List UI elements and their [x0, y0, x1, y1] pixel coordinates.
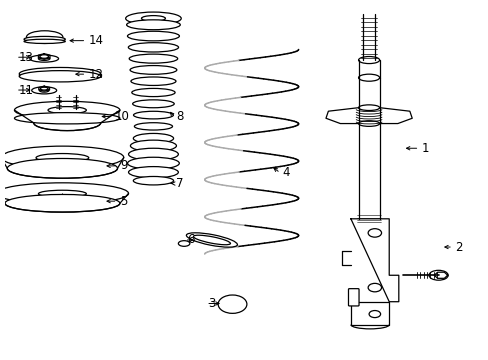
Ellipse shape: [133, 176, 173, 185]
Polygon shape: [350, 302, 388, 325]
Ellipse shape: [134, 123, 172, 130]
Ellipse shape: [127, 157, 179, 169]
Ellipse shape: [15, 101, 120, 119]
Ellipse shape: [127, 31, 179, 41]
Ellipse shape: [132, 89, 175, 96]
Ellipse shape: [367, 229, 381, 237]
Ellipse shape: [141, 15, 165, 21]
Text: 6: 6: [186, 234, 194, 247]
Ellipse shape: [222, 297, 243, 311]
Ellipse shape: [128, 43, 178, 52]
Ellipse shape: [50, 72, 69, 76]
Ellipse shape: [358, 74, 379, 81]
Ellipse shape: [227, 301, 237, 307]
Polygon shape: [379, 108, 411, 123]
Text: 8: 8: [176, 110, 183, 123]
Ellipse shape: [193, 235, 230, 245]
Ellipse shape: [128, 167, 178, 178]
Ellipse shape: [19, 71, 101, 82]
Ellipse shape: [39, 57, 50, 60]
Ellipse shape: [178, 241, 189, 246]
Text: 5: 5: [120, 195, 127, 208]
Ellipse shape: [133, 111, 173, 119]
FancyBboxPatch shape: [348, 289, 358, 306]
Ellipse shape: [41, 87, 48, 90]
Ellipse shape: [39, 190, 86, 197]
Ellipse shape: [24, 36, 65, 42]
Text: 3: 3: [208, 297, 216, 310]
Ellipse shape: [128, 148, 178, 160]
Ellipse shape: [32, 87, 57, 94]
Text: 11: 11: [18, 84, 33, 96]
Ellipse shape: [15, 113, 120, 124]
Ellipse shape: [133, 134, 173, 143]
Ellipse shape: [358, 57, 379, 64]
Polygon shape: [325, 108, 358, 123]
Ellipse shape: [0, 183, 128, 204]
Ellipse shape: [26, 31, 63, 44]
Ellipse shape: [131, 77, 176, 85]
Ellipse shape: [19, 67, 101, 80]
Text: 4: 4: [282, 166, 290, 179]
Text: 1: 1: [421, 142, 428, 155]
Ellipse shape: [48, 107, 86, 114]
Ellipse shape: [358, 121, 379, 126]
Ellipse shape: [428, 270, 447, 280]
Ellipse shape: [40, 55, 48, 58]
Text: 13: 13: [18, 51, 33, 64]
Ellipse shape: [126, 20, 180, 30]
Ellipse shape: [367, 283, 381, 292]
Ellipse shape: [358, 105, 379, 111]
Text: 9: 9: [120, 159, 127, 172]
Ellipse shape: [129, 54, 177, 63]
Text: 10: 10: [115, 110, 130, 123]
Ellipse shape: [24, 39, 65, 44]
Ellipse shape: [40, 89, 49, 92]
Ellipse shape: [368, 311, 380, 318]
Polygon shape: [350, 219, 398, 302]
Ellipse shape: [1, 146, 123, 169]
Text: 14: 14: [89, 34, 103, 47]
Ellipse shape: [135, 134, 171, 141]
Ellipse shape: [186, 233, 237, 247]
Ellipse shape: [34, 115, 101, 131]
Ellipse shape: [132, 100, 174, 108]
Ellipse shape: [7, 158, 117, 178]
Ellipse shape: [218, 295, 246, 313]
Text: 12: 12: [89, 68, 103, 81]
Text: 2: 2: [454, 240, 462, 253]
Ellipse shape: [30, 55, 59, 62]
Ellipse shape: [130, 66, 177, 74]
Ellipse shape: [5, 194, 120, 212]
Text: 7: 7: [176, 177, 183, 190]
Ellipse shape: [125, 12, 181, 25]
Ellipse shape: [130, 140, 176, 152]
Ellipse shape: [435, 273, 445, 278]
Ellipse shape: [36, 153, 89, 162]
